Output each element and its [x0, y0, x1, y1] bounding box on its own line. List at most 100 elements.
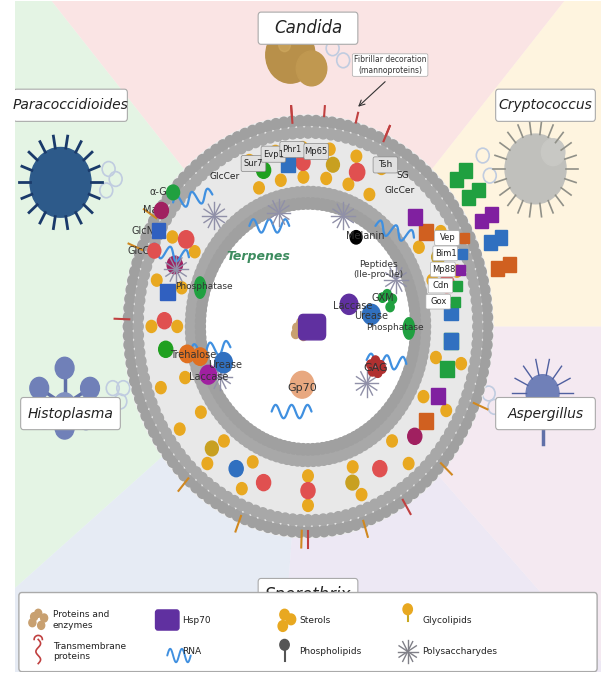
Circle shape [327, 117, 337, 129]
Circle shape [123, 115, 492, 538]
Circle shape [200, 257, 209, 269]
Circle shape [397, 262, 408, 274]
Text: Melanin: Melanin [346, 231, 385, 241]
Circle shape [449, 221, 459, 233]
Circle shape [354, 429, 364, 440]
Circle shape [186, 180, 195, 192]
Circle shape [226, 422, 235, 433]
Text: Candida: Candida [274, 20, 342, 37]
Circle shape [303, 444, 313, 455]
Circle shape [345, 434, 355, 446]
Text: Aspergillus: Aspergillus [508, 406, 584, 421]
Circle shape [292, 329, 300, 339]
Circle shape [336, 437, 346, 449]
Circle shape [329, 452, 339, 463]
Circle shape [295, 127, 306, 139]
FancyBboxPatch shape [19, 592, 597, 672]
Circle shape [395, 404, 405, 416]
Circle shape [150, 237, 160, 248]
Circle shape [303, 115, 313, 127]
Circle shape [180, 345, 195, 363]
Circle shape [374, 509, 384, 521]
Circle shape [216, 393, 226, 404]
Circle shape [197, 343, 207, 354]
Circle shape [186, 461, 195, 472]
Circle shape [351, 519, 361, 530]
Circle shape [319, 188, 329, 199]
Circle shape [225, 236, 235, 247]
Circle shape [209, 159, 220, 170]
Circle shape [218, 140, 228, 151]
Circle shape [359, 125, 368, 137]
Circle shape [299, 331, 307, 341]
Circle shape [384, 150, 393, 162]
Circle shape [186, 339, 197, 350]
Circle shape [197, 379, 207, 390]
Circle shape [134, 312, 143, 324]
Circle shape [262, 447, 272, 458]
Circle shape [349, 197, 359, 209]
Circle shape [381, 136, 391, 147]
Circle shape [154, 229, 163, 240]
Circle shape [329, 190, 339, 201]
Circle shape [292, 454, 302, 466]
Circle shape [139, 269, 149, 281]
Circle shape [240, 221, 250, 233]
Circle shape [265, 436, 275, 448]
Circle shape [211, 145, 221, 155]
FancyBboxPatch shape [450, 172, 463, 186]
Circle shape [234, 212, 244, 223]
Circle shape [384, 491, 393, 503]
Circle shape [138, 240, 148, 252]
Circle shape [341, 206, 351, 217]
Circle shape [439, 186, 448, 197]
Circle shape [332, 439, 342, 451]
Circle shape [384, 418, 394, 429]
Text: Fibrillar decoration
(mannoproteins): Fibrillar decoration (mannoproteins) [354, 55, 427, 75]
FancyBboxPatch shape [299, 314, 325, 340]
Circle shape [234, 429, 244, 441]
Circle shape [206, 441, 218, 456]
FancyBboxPatch shape [444, 332, 458, 349]
Circle shape [387, 435, 397, 447]
Circle shape [279, 524, 289, 536]
Circle shape [149, 426, 159, 437]
Circle shape [253, 182, 264, 194]
Circle shape [211, 497, 221, 509]
Circle shape [366, 129, 376, 140]
Circle shape [388, 414, 398, 425]
Circle shape [350, 431, 360, 443]
FancyBboxPatch shape [475, 213, 488, 228]
Circle shape [153, 207, 163, 219]
Circle shape [216, 487, 226, 499]
Circle shape [364, 205, 373, 217]
Text: Vep: Vep [440, 234, 456, 242]
Wedge shape [362, 304, 380, 324]
Circle shape [280, 639, 289, 650]
Circle shape [155, 382, 166, 394]
Circle shape [420, 327, 430, 338]
Circle shape [420, 321, 431, 332]
Circle shape [186, 303, 197, 314]
FancyBboxPatch shape [444, 332, 458, 349]
Text: Bim1: Bim1 [435, 249, 457, 258]
FancyBboxPatch shape [484, 235, 497, 250]
Circle shape [206, 374, 216, 386]
Circle shape [237, 499, 246, 511]
Circle shape [415, 279, 425, 291]
Circle shape [298, 444, 308, 455]
Circle shape [265, 132, 275, 143]
Polygon shape [308, 240, 411, 326]
Circle shape [208, 379, 218, 390]
Circle shape [449, 420, 459, 431]
Circle shape [238, 433, 248, 444]
Circle shape [296, 51, 327, 86]
Circle shape [473, 330, 483, 341]
Circle shape [166, 185, 180, 200]
Circle shape [482, 339, 492, 351]
Text: Terpenes: Terpenes [226, 250, 290, 262]
Circle shape [270, 437, 280, 449]
Circle shape [398, 242, 408, 253]
Circle shape [229, 495, 240, 507]
Circle shape [354, 441, 364, 453]
